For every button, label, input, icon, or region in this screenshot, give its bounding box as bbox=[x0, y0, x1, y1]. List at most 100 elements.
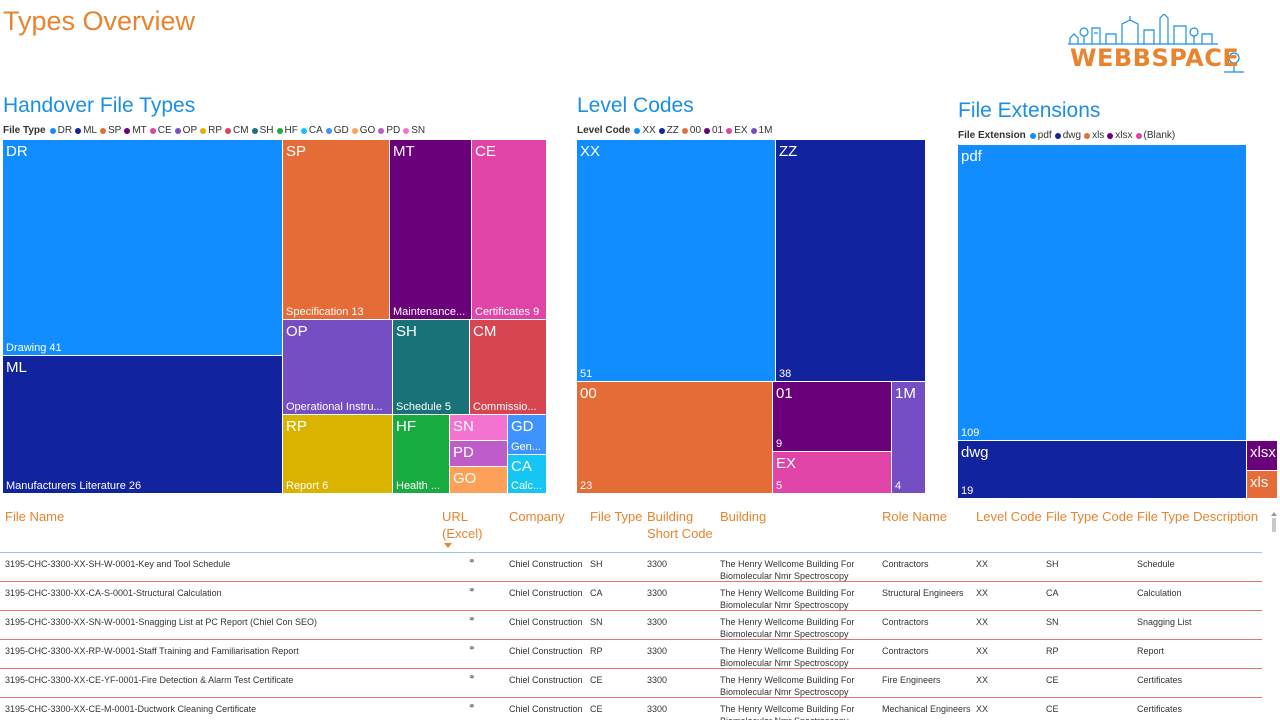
levels-legend[interactable]: Level Code XX ZZ 00 01 EX 1M bbox=[577, 125, 775, 136]
cell-level: XX bbox=[976, 675, 989, 685]
link-icon[interactable]: ⚭ bbox=[468, 643, 476, 653]
legend-item-sn[interactable]: SN bbox=[403, 125, 425, 136]
level-tile-01[interactable]: 01 9 bbox=[773, 382, 892, 452]
legend-item-zz[interactable]: ZZ bbox=[658, 125, 679, 136]
extensions-legend[interactable]: File Extension pdf dwg xls xlsx (Blank) bbox=[958, 130, 1178, 141]
handover-tile-dr[interactable]: DR Drawing 41 bbox=[3, 140, 283, 356]
handover-tile-hf[interactable]: HF Health ... bbox=[393, 415, 450, 494]
handover-legend[interactable]: File Type DR ML SP MT CE OP RP CM SH HF CA GD GO PD SN bbox=[3, 125, 428, 136]
legend-item-sh[interactable]: SH bbox=[251, 125, 274, 136]
table-row[interactable]: 3195-CHC-3300-XX-SH-W-0001-Key and Tool … bbox=[0, 553, 1262, 582]
legend-item-op[interactable]: OP bbox=[174, 125, 197, 136]
legend-item-pd[interactable]: PD bbox=[378, 125, 400, 136]
level-tile-zz[interactable]: ZZ 38 bbox=[776, 140, 926, 382]
column-header-file-name[interactable]: File Name bbox=[5, 509, 65, 524]
handover-tile-ca[interactable]: CA Calc... bbox=[508, 455, 547, 494]
legend-item-dwg[interactable]: dwg bbox=[1054, 130, 1081, 141]
handover-tile-op[interactable]: OP Operational Instru... bbox=[283, 320, 393, 415]
sort-descending-icon[interactable] bbox=[444, 543, 452, 548]
legend-item-xls[interactable]: xls bbox=[1084, 130, 1104, 141]
legend-item-cm[interactable]: CM bbox=[225, 125, 249, 136]
cell-url[interactable]: ⚭ bbox=[468, 671, 528, 683]
cell-url[interactable]: ⚭ bbox=[468, 613, 528, 625]
legend-item-ml[interactable]: ML bbox=[75, 125, 97, 136]
ext-tile-xlsx[interactable]: xlsx bbox=[1247, 441, 1278, 471]
legend-label: GD bbox=[333, 125, 349, 136]
cell-ftdesc: Report bbox=[1137, 646, 1165, 656]
table-row[interactable]: 3195-CHC-3300-XX-CA-S-0001-Structural Ca… bbox=[0, 582, 1262, 611]
column-header-role[interactable]: Role Name bbox=[882, 509, 948, 524]
legend-item-gd[interactable]: GD bbox=[325, 125, 349, 136]
column-header-ftdesc[interactable]: File Type Description bbox=[1137, 509, 1259, 524]
column-header-building[interactable]: Building bbox=[720, 509, 767, 524]
legend-item-ca[interactable]: CA bbox=[300, 125, 323, 136]
handover-tile-sh[interactable]: SH Schedule 5 bbox=[393, 320, 470, 415]
level-tile-ex[interactable]: EX 5 bbox=[773, 452, 892, 494]
legend-item-xlsx[interactable]: xlsx bbox=[1107, 130, 1133, 141]
column-header-file-type[interactable]: File Type bbox=[590, 509, 643, 524]
legend-dot bbox=[750, 127, 757, 134]
cell-url[interactable]: ⚭ bbox=[468, 584, 528, 596]
handover-tile-go[interactable]: GO bbox=[450, 467, 508, 494]
scrollbar-thumb[interactable] bbox=[1272, 518, 1276, 532]
table-row[interactable]: 3195-CHC-3300-XX-CE-YF-0001-Fire Detecti… bbox=[0, 669, 1262, 698]
scroll-up-arrow-icon[interactable] bbox=[1271, 512, 1277, 516]
handover-tile-ce[interactable]: CE Certificates 9 bbox=[472, 140, 547, 320]
legend-item-01[interactable]: 01 bbox=[704, 125, 723, 136]
city-skyline-icon bbox=[1068, 13, 1244, 73]
extensions-treemap[interactable]: pdf 109 dwg 19 xlsx xls bbox=[958, 145, 1278, 499]
cell-url[interactable]: ⚭ bbox=[468, 555, 528, 567]
legend-label: SH bbox=[259, 125, 274, 136]
handover-tile-rp[interactable]: RP Report 6 bbox=[283, 415, 393, 494]
handover-tile-sp[interactable]: SP Specification 13 bbox=[283, 140, 390, 320]
column-header-level[interactable]: Level Code bbox=[976, 509, 1042, 524]
legend-item-go[interactable]: GO bbox=[351, 125, 375, 136]
ext-tile-dwg[interactable]: dwg 19 bbox=[958, 441, 1247, 499]
handover-tile-ml[interactable]: ML Manufacturers Literature 26 bbox=[3, 356, 283, 494]
level-tile-xx[interactable]: XX 51 bbox=[577, 140, 776, 382]
column-header-ftcode[interactable]: File Type Code bbox=[1046, 509, 1134, 524]
handover-tile-pd[interactable]: PD bbox=[450, 441, 508, 467]
cell-url[interactable]: ⚭ bbox=[468, 700, 528, 712]
handover-treemap[interactable]: DR Drawing 41 ML Manufacturers Literature 2… bbox=[3, 140, 547, 494]
handover-tile-mt[interactable]: MT Maintenance... bbox=[390, 140, 472, 320]
legend-item-ex[interactable]: EX bbox=[726, 125, 748, 136]
level-tile-00[interactable]: 00 23 bbox=[577, 382, 773, 494]
table-row[interactable]: 3195-CHC-3300-XX-RP-W-0001-Staff Trainin… bbox=[0, 640, 1262, 669]
handover-tile-cm[interactable]: CM Commissio... bbox=[470, 320, 547, 415]
legend-item-1m[interactable]: 1M bbox=[750, 125, 772, 136]
link-icon[interactable]: ⚭ bbox=[468, 672, 476, 682]
legend-dot bbox=[1107, 132, 1114, 139]
link-icon[interactable]: ⚭ bbox=[468, 585, 476, 595]
cell-role: Fire Engineers bbox=[882, 675, 941, 685]
column-header-building-short[interactable]: Building Short Code bbox=[647, 509, 713, 541]
legend-item-pdf[interactable]: pdf bbox=[1029, 130, 1052, 141]
column-header-company[interactable]: Company bbox=[509, 509, 565, 524]
table-row[interactable]: 3195-CHC-3300-XX-CE-M-0001-Ductwork Clea… bbox=[0, 698, 1262, 720]
handover-tile-sn[interactable]: SN bbox=[450, 415, 508, 441]
legend-item-ce[interactable]: CE bbox=[149, 125, 172, 136]
legend-item-mt[interactable]: MT bbox=[124, 125, 147, 136]
legend-item-dr[interactable]: DR bbox=[49, 125, 72, 136]
ext-tile-pdf[interactable]: pdf 109 bbox=[958, 145, 1247, 441]
column-header-url[interactable]: URL (Excel) bbox=[442, 509, 483, 541]
legend-item-rp[interactable]: RP bbox=[200, 125, 222, 136]
tile-code: PD bbox=[453, 444, 474, 461]
link-icon[interactable]: ⚭ bbox=[468, 556, 476, 566]
legend-item-hf[interactable]: HF bbox=[276, 125, 298, 136]
legend-item-blank[interactable]: (Blank) bbox=[1135, 130, 1175, 141]
table-row[interactable]: 3195-CHC-3300-XX-SN-W-0001-Snagging List… bbox=[0, 611, 1262, 640]
cell-ftcode: SN bbox=[1046, 617, 1059, 627]
handover-tile-gd[interactable]: GD Gen... bbox=[508, 415, 547, 455]
level-tile-1m[interactable]: 1M 4 bbox=[892, 382, 926, 494]
link-icon[interactable]: ⚭ bbox=[468, 701, 476, 711]
link-icon[interactable]: ⚭ bbox=[468, 614, 476, 624]
ext-tile-xls[interactable]: xls bbox=[1247, 471, 1278, 499]
levels-treemap[interactable]: XX 51 ZZ 38 00 23 01 9 EX 5 1M 4 bbox=[577, 140, 926, 494]
tile-code: SH bbox=[396, 323, 417, 340]
cell-url[interactable]: ⚭ bbox=[468, 642, 528, 654]
legend-item-sp[interactable]: SP bbox=[99, 125, 121, 136]
legend-item-00[interactable]: 00 bbox=[681, 125, 701, 136]
table-scrollbar[interactable] bbox=[1271, 512, 1277, 720]
legend-item-xx[interactable]: XX bbox=[634, 125, 656, 136]
